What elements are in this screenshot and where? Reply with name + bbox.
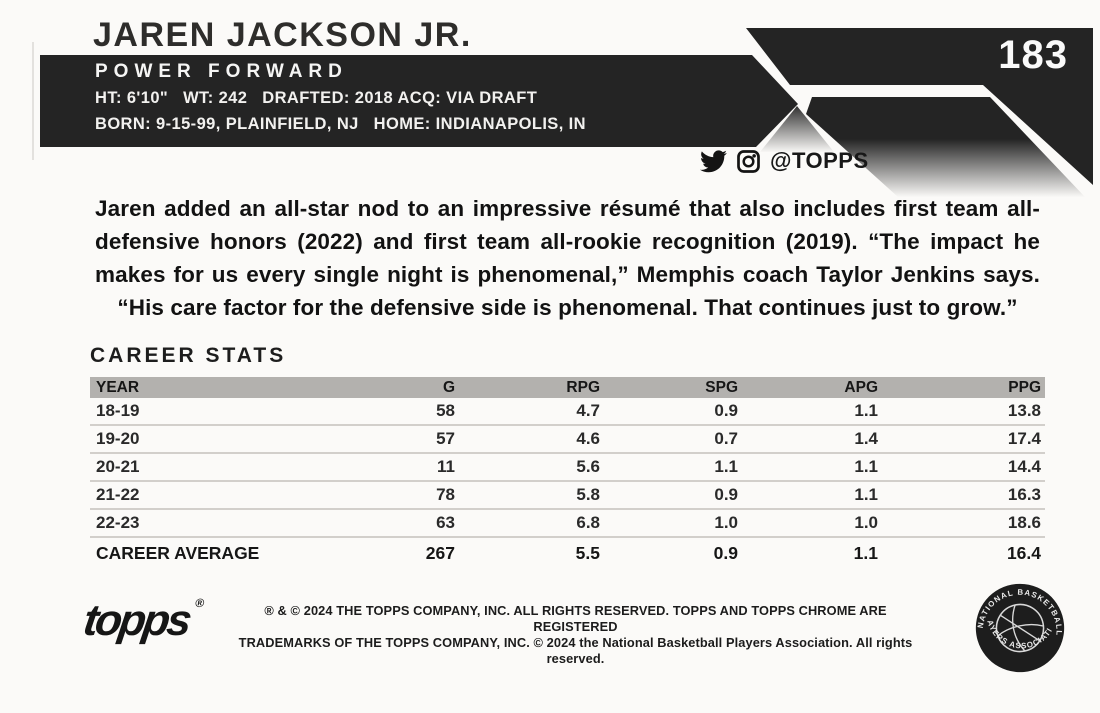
- instagram-icon: [736, 149, 761, 174]
- stat-ppg: 16.4: [1006, 543, 1041, 563]
- stat-g: 58: [436, 401, 455, 420]
- stats-row: 19-20 57 4.6 0.7 1.4 17.4: [90, 426, 1045, 454]
- topps-logo: topps ®: [80, 596, 205, 645]
- stat-year: 18-19: [96, 401, 140, 420]
- career-average-row: CAREER AVERAGE 267 5.5 0.9 1.1 16.4: [90, 538, 1045, 569]
- stat-spg: 0.9: [713, 543, 738, 563]
- stat-rpg: 5.8: [576, 485, 600, 504]
- stat-spg: 0.9: [714, 485, 738, 504]
- col-g: G: [442, 378, 455, 396]
- stat-ppg: 16.3: [1007, 485, 1041, 504]
- col-spg: SPG: [705, 378, 738, 396]
- stat-ppg: 13.8: [1007, 401, 1041, 420]
- card-number: 183: [998, 33, 1068, 77]
- stat-year: 21-22: [96, 485, 140, 504]
- bio-line-physical: HT: 6'10" WT: 242 DRAFTED: 2018 ACQ: VIA…: [95, 89, 538, 107]
- stat-apg: 1.1: [853, 543, 878, 563]
- card-edge-line: [32, 42, 34, 160]
- twitter-icon: [700, 149, 727, 173]
- stat-spg: 1.0: [714, 513, 738, 532]
- social-row: @TOPPS: [700, 146, 869, 176]
- stat-g: 78: [436, 485, 455, 504]
- stats-row: 21-22 78 5.8 0.9 1.1 16.3: [90, 482, 1045, 510]
- copyright-line-1: ® & © 2024 THE TOPPS COMPANY, INC. ALL R…: [264, 603, 887, 634]
- stats-row: 20-21 11 5.6 1.1 1.1 14.4: [90, 454, 1045, 482]
- col-rpg: RPG: [566, 378, 600, 396]
- stat-rpg: 4.7: [576, 401, 600, 420]
- stat-g: 57: [436, 429, 455, 448]
- stats-header-row: YEAR G RPG SPG APG PPG: [90, 377, 1045, 398]
- bio-line-born-home: BORN: 9-15-99, PLAINFIELD, NJ HOME: INDI…: [95, 115, 586, 133]
- stat-ppg: 17.4: [1007, 429, 1041, 448]
- stat-ppg: 18.6: [1007, 513, 1041, 532]
- stat-g: 267: [425, 543, 455, 563]
- social-handle: @TOPPS: [770, 148, 869, 173]
- stat-g: 11: [437, 457, 455, 476]
- stat-rpg: 6.8: [576, 513, 600, 532]
- stat-rpg: 5.5: [575, 543, 600, 563]
- player-position: POWER FORWARD: [95, 61, 348, 82]
- stat-g: 63: [436, 513, 455, 532]
- stat-spg: 0.7: [714, 429, 738, 448]
- stat-year: CAREER AVERAGE: [96, 543, 260, 563]
- career-stats-table: CAREER STATS YEAR G RPG SPG APG PPG 18-1…: [90, 344, 1045, 569]
- stat-apg: 1.1: [854, 485, 878, 504]
- player-name: JAREN JACKSON JR.: [93, 16, 472, 54]
- stat-spg: 1.1: [714, 457, 738, 476]
- stat-apg: 1.1: [854, 457, 878, 476]
- stat-spg: 0.9: [714, 401, 738, 420]
- stat-ppg: 14.4: [1007, 457, 1041, 476]
- stat-rpg: 5.6: [576, 457, 600, 476]
- stat-rpg: 4.6: [576, 429, 600, 448]
- stats-title: CAREER STATS: [90, 344, 287, 367]
- stats-row: 22-23 63 6.8 1.0 1.0 18.6: [90, 510, 1045, 538]
- col-year: YEAR: [96, 378, 140, 396]
- stat-year: 20-21: [96, 457, 140, 476]
- stat-apg: 1.4: [854, 429, 878, 448]
- player-blurb: Jaren added an all-star nod to an impres…: [95, 196, 1040, 320]
- stat-apg: 1.0: [854, 513, 878, 532]
- nbpa-logo: NATIONAL BASKETBALL PLAYERS ASSOCIATION: [966, 568, 1073, 681]
- stat-year: 22-23: [96, 513, 140, 532]
- registered-mark: ®: [194, 596, 205, 610]
- copyright-line-2: TRADEMARKS OF THE TOPPS COMPANY, INC. © …: [238, 635, 913, 666]
- copyright-text: ® & © 2024 THE TOPPS COMPANY, INC. ALL R…: [228, 603, 923, 667]
- stat-year: 19-20: [96, 429, 140, 448]
- stats-row: 18-19 58 4.7 0.9 1.1 13.8: [90, 398, 1045, 426]
- col-apg: APG: [844, 378, 878, 396]
- topps-logo-text: topps: [80, 596, 193, 645]
- stat-apg: 1.1: [854, 401, 878, 420]
- col-ppg: PPG: [1008, 378, 1041, 396]
